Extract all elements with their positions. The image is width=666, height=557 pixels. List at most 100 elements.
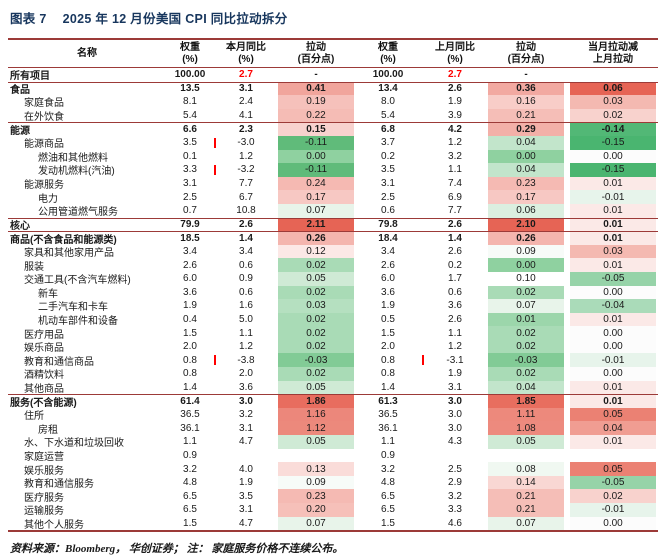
cell-pull-current: 2.11 [278, 218, 354, 232]
cell-pull-diff: 0.02 [570, 108, 656, 123]
cell-weight-prev: 0.2 [381, 150, 395, 162]
col-header-text: (百分点) [297, 53, 335, 65]
cell-yoy-current: 0.6 [239, 259, 253, 271]
cell-pull-current: 0.03 [278, 299, 354, 313]
cell-pull-prev: 0.07 [488, 516, 564, 531]
cell-item-name: 其他商品 [24, 383, 64, 395]
cell-pull-diff: -0.14 [570, 123, 656, 136]
cell-weight-current: 2.5 [183, 191, 197, 203]
cell-pull-prev: 1.85 [488, 395, 564, 408]
cell-pull-current: 0.41 [278, 82, 354, 96]
cell-weight-prev: 13.4 [378, 83, 398, 95]
cell-pull-current: 0.02 [278, 339, 354, 354]
cell-pull-diff: -0.15 [570, 163, 656, 177]
cell-weight-current: 5.4 [183, 110, 197, 122]
cell-item-name: 运输服务 [24, 506, 64, 517]
cell-pull-current: 0.02 [278, 367, 354, 381]
cell-item-name: 教育和通信商品 [24, 356, 94, 368]
table-row: 住所 36.5 3.2 1.16 36.5 3.0 1.11 0.05 [8, 407, 658, 422]
cell-item-name: 能源商品 [24, 139, 64, 150]
cell-yoy-prev: 2.6 [448, 219, 462, 231]
cell-pull-diff: 0.01 [570, 176, 656, 191]
cell-weight-prev: 6.0 [381, 273, 395, 285]
cell-pull-prev: 0.06 [488, 203, 564, 218]
cell-yoy-current: 7.7 [239, 178, 253, 190]
cell-pull-prev: 0.04 [488, 135, 564, 150]
cell-pull-current: 0.02 [278, 258, 354, 272]
cell-yoy-current: 1.6 [239, 300, 253, 312]
cell-yoy-current: 5.0 [239, 313, 253, 325]
cell-yoy-current: 0.9 [239, 273, 253, 285]
cell-pull-current: 0.26 [278, 232, 354, 245]
cell-weight-current: 1.5 [183, 517, 197, 529]
cell-pull-diff: -0.05 [570, 475, 656, 490]
col-header-pull-current: 拉动 (百分点) [278, 42, 354, 66]
cell-pull-prev: 0.07 [488, 299, 564, 313]
cell-yoy-current: -3.8 [214, 353, 278, 367]
cell-item-name: 在外饮食 [24, 112, 64, 123]
cell-weight-prev: 1.1 [381, 436, 395, 448]
cell-weight-current: 6.5 [183, 504, 197, 516]
cell-pull-diff: 0.01 [570, 203, 656, 218]
cell-item-name: 新车 [38, 288, 58, 300]
table-row: 能源 6.6 2.3 0.15 6.8 4.2 0.29 -0.14 [8, 122, 658, 136]
cell-yoy-prev: 3.0 [448, 422, 462, 434]
cell-weight-current: 36.1 [180, 422, 200, 434]
cell-yoy-current: 6.7 [239, 191, 253, 203]
cell-pull-diff: 0.02 [570, 489, 656, 503]
cell-item-name: 娱乐服务 [24, 465, 64, 476]
cell-weight-current: 0.4 [183, 313, 197, 325]
cell-pull-current: 0.05 [278, 380, 354, 395]
cell-pull-diff: 0.00 [570, 367, 656, 381]
cell-yoy-current: 0.6 [239, 286, 253, 298]
cell-yoy-prev: 1.9 [448, 368, 462, 380]
table-header-row: 名称 权重 (%) 本月同比 (%) 拉动 (百分点) 权重 (%) 上月同比 … [8, 38, 658, 68]
cell-yoy-prev: 7.4 [448, 178, 462, 190]
cell-item-name: 商品(不含食品和能源类) [10, 234, 117, 245]
col-header-text: (%) [182, 53, 198, 65]
table-row: 教育和通信商品 0.8 -3.8 -0.03 0.8 -3.1 -0.03 -0.01 [8, 353, 658, 368]
cell-weight-prev: 79.8 [378, 219, 398, 231]
cell-pull-prev: 0.02 [488, 367, 564, 381]
cell-weight-prev: 3.5 [381, 164, 395, 176]
cell-weight-prev: 2.6 [381, 259, 395, 271]
cell-weight-current: 6.5 [183, 490, 197, 502]
cell-yoy-prev [422, 449, 488, 463]
col-header-text: 名称 [77, 47, 97, 59]
cell-yoy-current: 4.7 [239, 436, 253, 448]
cell-weight-current: 1.4 [183, 381, 197, 393]
cell-yoy-prev: 4.2 [448, 124, 462, 136]
table-row: 家具和其他家用产品 3.4 3.4 0.12 3.4 2.6 0.09 0.03 [8, 244, 658, 259]
cell-yoy-current: 2.6 [239, 219, 253, 231]
table-row: 运输服务 6.5 3.1 0.20 6.5 3.3 0.21 -0.01 [8, 503, 658, 517]
col-header-weight-current: 权重 (%) [166, 42, 214, 66]
cell-yoy-current: 1.2 [239, 150, 253, 162]
cell-yoy-current: 3.2 [239, 409, 253, 421]
cell-item-name: 家庭食品 [24, 98, 64, 109]
cell-weight-prev: 0.8 [381, 368, 395, 380]
cell-yoy-current: 3.6 [239, 381, 253, 393]
cell-yoy-current: 2.4 [239, 96, 253, 108]
cell-pull-prev: 0.09 [488, 244, 564, 259]
cell-pull-diff: -0.01 [570, 190, 656, 204]
cell-weight-current: 0.7 [183, 205, 197, 217]
cell-weight-current: 6.6 [183, 124, 197, 136]
cell-yoy-current: 3.1 [239, 504, 253, 516]
cell-yoy-prev: 1.7 [448, 273, 462, 285]
col-header-weight-prev: 权重 (%) [354, 42, 422, 66]
cell-weight-current: 13.5 [180, 83, 200, 95]
col-header-text: 当月拉动减 [588, 41, 638, 53]
cell-weight-prev: 1.5 [381, 327, 395, 339]
cell-pull-prev: 1.08 [488, 421, 564, 436]
cell-yoy-prev: 2.9 [448, 477, 462, 489]
cell-item-name: 住所 [24, 411, 44, 422]
cell-weight-prev: 6.5 [381, 504, 395, 516]
cell-pull-prev: 0.26 [488, 232, 564, 245]
cell-pull-current: 0.07 [278, 516, 354, 531]
cell-weight-current: 0.8 [183, 368, 197, 380]
table-row: 燃油和其他燃料 0.1 1.2 0.00 0.2 3.2 0.00 0.00 [8, 149, 658, 164]
table-row: 其他商品 1.4 3.6 0.05 1.4 3.1 0.04 0.01 [8, 380, 658, 395]
cell-yoy-prev: 3.3 [448, 504, 462, 516]
cell-weight-prev: 0.8 [381, 354, 395, 366]
